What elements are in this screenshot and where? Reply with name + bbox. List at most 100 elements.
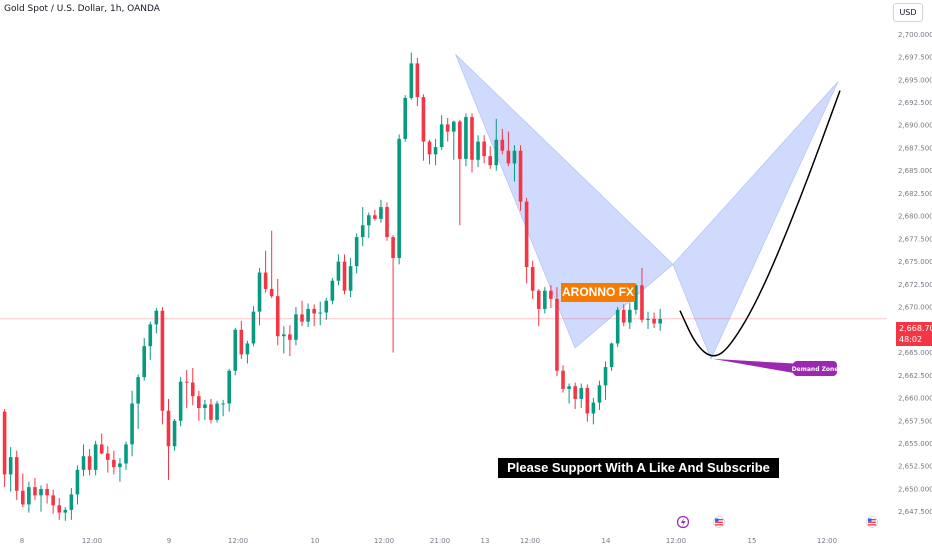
flag-stripes-icon bbox=[715, 519, 723, 521]
candle bbox=[87, 448, 92, 476]
candle bbox=[124, 441, 128, 470]
candle-body bbox=[136, 377, 140, 404]
candle-body bbox=[360, 225, 365, 238]
candle bbox=[543, 287, 547, 314]
currency-button[interactable]: USD bbox=[893, 3, 923, 22]
demand-zone-box bbox=[793, 361, 837, 376]
candle-body bbox=[336, 261, 341, 281]
candle bbox=[178, 377, 183, 427]
candle-body bbox=[500, 139, 505, 151]
candle bbox=[51, 489, 55, 514]
candle bbox=[555, 287, 559, 377]
candle bbox=[288, 325, 292, 357]
candle-body bbox=[81, 456, 86, 470]
candle bbox=[184, 369, 189, 409]
candle-body bbox=[573, 386, 577, 399]
candle-body bbox=[609, 343, 614, 368]
candle bbox=[360, 207, 365, 247]
candle bbox=[221, 399, 225, 417]
candle-body bbox=[597, 385, 602, 403]
candle bbox=[512, 145, 517, 182]
candle-body bbox=[184, 381, 189, 383]
candle bbox=[342, 254, 347, 295]
candle-body bbox=[190, 382, 195, 397]
candle bbox=[312, 304, 316, 327]
flag-stripes-icon bbox=[715, 521, 723, 523]
candle-body bbox=[482, 141, 486, 157]
candle bbox=[45, 483, 49, 504]
candle bbox=[658, 308, 662, 331]
candle bbox=[300, 300, 304, 327]
candle bbox=[597, 380, 602, 410]
candle bbox=[263, 250, 268, 293]
candle bbox=[14, 450, 19, 500]
candle bbox=[75, 465, 80, 505]
candle bbox=[403, 95, 408, 142]
candle bbox=[39, 485, 43, 512]
candle-body bbox=[99, 444, 104, 454]
candle-body bbox=[142, 346, 147, 378]
candle-body bbox=[300, 314, 304, 322]
candle bbox=[615, 307, 620, 348]
candle-body bbox=[27, 487, 31, 505]
candle bbox=[275, 278, 280, 346]
projection-curve bbox=[679, 90, 841, 357]
candle-body bbox=[379, 207, 383, 219]
candle-body bbox=[269, 288, 274, 297]
candle bbox=[646, 311, 650, 329]
candle-body bbox=[251, 311, 256, 344]
event-icons[interactable] bbox=[676, 515, 878, 529]
time-tick-label: 12:00 bbox=[82, 537, 102, 545]
lightning-glyph-icon bbox=[681, 518, 686, 527]
candle-body bbox=[257, 272, 262, 312]
price-axis[interactable]: 2,700.000 2,697.500 2,695.000 2,692.500 2,69… bbox=[898, 31, 932, 516]
candle bbox=[391, 235, 395, 353]
candle bbox=[549, 285, 553, 309]
candle-body bbox=[488, 156, 492, 166]
candle-body bbox=[524, 201, 529, 268]
candle-body bbox=[451, 121, 456, 132]
candle-body bbox=[367, 215, 371, 226]
candle bbox=[585, 384, 590, 422]
candle-body bbox=[470, 117, 474, 160]
time-tick-label: 9 bbox=[167, 537, 171, 545]
candle-body bbox=[603, 367, 608, 386]
candle-body bbox=[233, 329, 238, 371]
candle bbox=[336, 254, 341, 286]
candle bbox=[561, 365, 565, 393]
flag-canton-icon bbox=[715, 518, 719, 522]
candle-body bbox=[215, 403, 219, 420]
candle-body bbox=[245, 343, 250, 355]
candle bbox=[439, 115, 444, 150]
candle-body bbox=[105, 453, 110, 460]
candle bbox=[251, 306, 256, 347]
candle bbox=[530, 260, 535, 299]
candle-body bbox=[221, 403, 225, 405]
candle bbox=[567, 383, 571, 404]
price-tick-label: 2,650.000 bbox=[898, 485, 932, 493]
time-tick-label: 12:00 bbox=[817, 537, 837, 545]
price-tick-label: 2,677.500 bbox=[898, 235, 932, 243]
price-tick-label: 2,675.000 bbox=[898, 258, 932, 266]
price-projection bbox=[679, 90, 841, 357]
time-axis[interactable]: 8 12:00 9 12:00 10 12:00 21:00 13 12:00 14 12:00 15… bbox=[20, 537, 837, 545]
candle bbox=[269, 230, 274, 299]
candle bbox=[324, 298, 329, 320]
price-tick-label: 2,692.500 bbox=[898, 99, 932, 107]
candlestick-series bbox=[2, 52, 662, 521]
candle bbox=[2, 408, 7, 488]
flag-stripes-icon bbox=[868, 524, 876, 526]
candle bbox=[69, 488, 74, 520]
candle bbox=[118, 458, 122, 482]
candle bbox=[172, 418, 177, 451]
candle bbox=[640, 267, 644, 323]
current-price-tag: 2,668.705 48:02 bbox=[896, 322, 932, 346]
demand-zone-label: Demand Zone bbox=[792, 366, 839, 373]
candle-body bbox=[634, 285, 638, 310]
candle bbox=[130, 390, 134, 457]
candle-body bbox=[63, 509, 68, 513]
candle-body bbox=[476, 141, 480, 160]
candle-body bbox=[373, 215, 377, 219]
candle bbox=[652, 312, 656, 329]
